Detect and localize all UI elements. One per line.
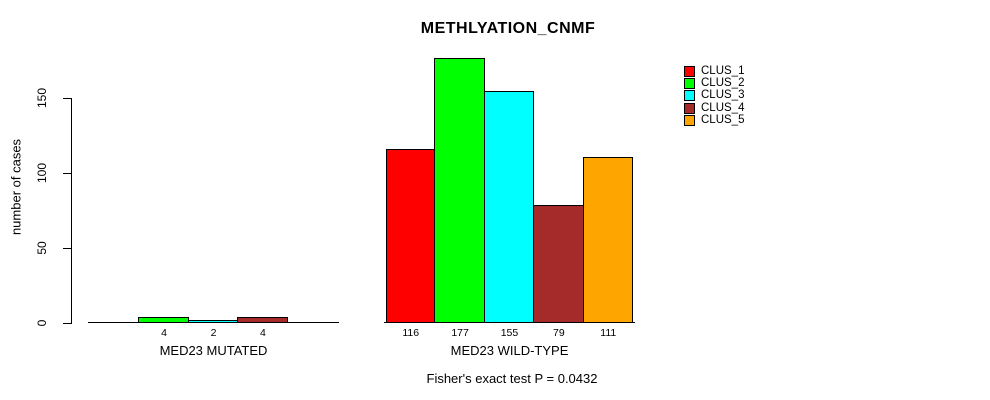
y-tick-mark [63, 248, 71, 249]
bar-value-label: 111 [600, 327, 617, 339]
legend-entry: CLUS_1 [684, 65, 744, 77]
bar-value-label: 2 [210, 327, 217, 339]
legend-entry-label: CLUS_2 [701, 76, 745, 89]
legend-entry-label: CLUS_1 [701, 64, 745, 77]
legend-entry-label: CLUS_5 [701, 113, 745, 126]
legend-color-swatch [684, 77, 695, 89]
y-tick-mark [63, 98, 71, 99]
bar [138, 317, 189, 323]
legend-entry: CLUS_4 [684, 102, 744, 114]
x-group-label-mutated: MED23 MUTATED [159, 343, 268, 358]
bar [582, 156, 633, 323]
bar [434, 57, 485, 323]
bar [533, 204, 584, 323]
chart-title: METHLYATION_CNMF [420, 20, 596, 37]
legend-entry: CLUS_5 [684, 114, 744, 126]
bar [386, 149, 436, 323]
bar-value-label: 155 [500, 327, 519, 339]
bar-value-label: 4 [161, 327, 167, 339]
bar-value-label: 79 [553, 327, 565, 339]
legend-color-swatch [684, 102, 695, 114]
y-tick-mark [63, 173, 71, 174]
bar [483, 90, 535, 323]
legend: CLUS_1 CLUS_2 CLUS_3 CLUS_4 CLUS_5 [684, 65, 744, 126]
y-tick-mark [63, 323, 71, 324]
bar-value-label: 116 [402, 327, 420, 339]
y-axis-line [71, 98, 72, 324]
bar [187, 320, 239, 323]
legend-entry-label: CLUS_4 [701, 101, 745, 114]
legend-entry-label: CLUS_3 [701, 89, 745, 102]
footnote-text: Fisher's exact test P = 0.0432 [426, 371, 598, 386]
legend-color-swatch [684, 90, 695, 102]
legend-entry: CLUS_3 [684, 89, 745, 102]
x-group-label-wild-type: MED23 WILD-TYPE [450, 343, 569, 358]
legend-color-swatch [684, 65, 695, 77]
bar-value-label: 177 [451, 327, 469, 339]
bar [237, 317, 288, 323]
legend-color-swatch [684, 114, 695, 126]
legend-entry: CLUS_2 [684, 77, 744, 89]
bar-value-label: 4 [259, 327, 266, 339]
